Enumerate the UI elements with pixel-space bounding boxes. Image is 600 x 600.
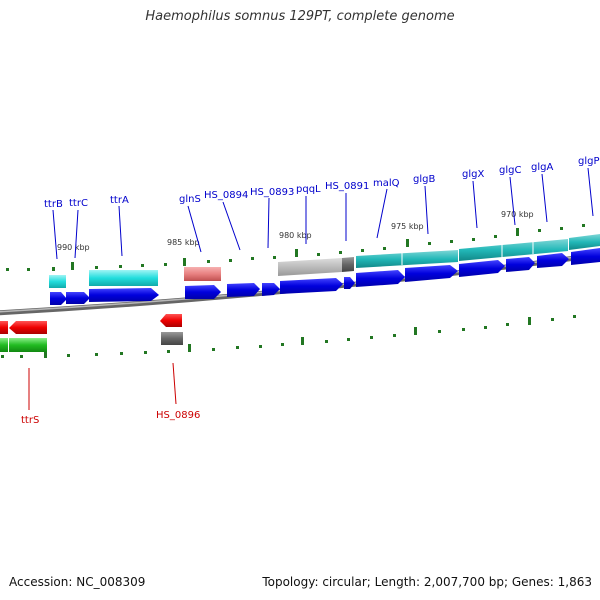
cds-track-forward xyxy=(50,248,600,305)
genome-summary: Topology: circular; Length: 2,007,700 bp… xyxy=(262,575,592,589)
scale-label: 975 kbp xyxy=(391,222,424,231)
cds-arrow[interactable] xyxy=(344,277,355,289)
operon-block[interactable] xyxy=(9,338,47,352)
cds-arrow[interactable] xyxy=(185,285,221,299)
operon-block[interactable] xyxy=(356,250,458,268)
cds-arrow-reverse[interactable] xyxy=(160,314,182,327)
gene-label[interactable]: HS_0894 xyxy=(204,190,248,201)
callout-lines xyxy=(28,167,594,410)
cds-arrow-reverse[interactable] xyxy=(9,321,47,334)
dark-feature[interactable] xyxy=(342,257,354,272)
feature-track-upper xyxy=(49,234,600,288)
cds-arrow[interactable] xyxy=(506,257,535,272)
operon-block[interactable] xyxy=(459,239,568,261)
accession-label: Accession: xyxy=(9,575,77,589)
scale-labels: 990 kbp 985 kbp 980 kbp 975 kbp 970 kbp xyxy=(57,210,534,252)
gene-label[interactable]: glgC xyxy=(499,165,521,176)
topology-value: circular xyxy=(322,575,367,589)
accession-info: Accession: NC_008309 xyxy=(9,575,145,589)
pseudogene-block[interactable] xyxy=(184,267,221,281)
cds-arrow[interactable] xyxy=(262,283,280,296)
cds-arrow[interactable] xyxy=(227,283,260,297)
gene-label[interactable]: pqqL xyxy=(296,184,321,195)
scale-label: 970 kbp xyxy=(501,210,534,219)
scale-label: 980 kbp xyxy=(279,231,312,240)
accession-value: NC_008309 xyxy=(76,575,146,589)
cds-arrow[interactable] xyxy=(405,265,458,282)
operon-block[interactable] xyxy=(569,234,600,250)
operon-block[interactable] xyxy=(89,270,158,286)
cds-arrow[interactable] xyxy=(50,292,67,305)
cds-arrow[interactable] xyxy=(459,260,505,277)
gene-label[interactable]: glnS xyxy=(179,194,201,205)
genes-value: 1,863 xyxy=(557,575,592,589)
gene-label[interactable]: HS_0893 xyxy=(250,187,294,198)
gene-label[interactable]: ttrB xyxy=(44,199,63,210)
cds-arrow[interactable] xyxy=(571,248,600,265)
gene-label[interactable]: ttrS xyxy=(21,415,39,426)
cds-arrow[interactable] xyxy=(66,292,90,304)
gray-feature[interactable] xyxy=(278,258,342,276)
gene-label[interactable]: glgP xyxy=(578,156,600,167)
gene-label[interactable]: malQ xyxy=(373,178,400,189)
genes-label: ; Genes: xyxy=(504,575,558,589)
gene-label[interactable]: ttrA xyxy=(110,195,129,206)
gene-label[interactable]: HS_0891 xyxy=(325,181,369,192)
scale-label: 990 kbp xyxy=(57,243,90,252)
cds-arrow[interactable] xyxy=(356,270,405,287)
gene-label[interactable]: HS_0896 xyxy=(156,410,200,421)
topology-label: Topology: xyxy=(262,575,323,589)
gene-label[interactable]: glgA xyxy=(531,162,553,173)
operon-block[interactable] xyxy=(0,338,8,352)
gene-label[interactable]: ttrC xyxy=(69,198,88,209)
cds-arrow[interactable] xyxy=(537,253,569,268)
feature-track-lower xyxy=(0,332,183,352)
gene-label[interactable]: glgX xyxy=(462,169,484,180)
cds-track-reverse xyxy=(0,314,182,334)
map-title: Haemophilus somnus 129PT, complete genom… xyxy=(145,9,455,24)
gene-labels-forward: ttrB ttrC ttrA glnS HS_0894 HS_0893 pqqL… xyxy=(44,156,600,210)
gene-labels-reverse: ttrS HS_0896 xyxy=(21,410,200,426)
cds-arrow[interactable] xyxy=(89,288,159,302)
operon-block[interactable] xyxy=(49,275,66,288)
gene-label[interactable]: glgB xyxy=(413,174,435,185)
length-label: ; Length: xyxy=(366,575,424,589)
scale-label: 985 kbp xyxy=(167,238,200,247)
tick-track-upper xyxy=(6,224,585,271)
length-value: 2,007,700 bp xyxy=(423,575,504,589)
cds-arrow[interactable] xyxy=(280,278,343,294)
tick-track-lower xyxy=(1,315,576,358)
cds-arrow-reverse[interactable] xyxy=(0,321,8,334)
dark-feature[interactable] xyxy=(161,332,183,345)
